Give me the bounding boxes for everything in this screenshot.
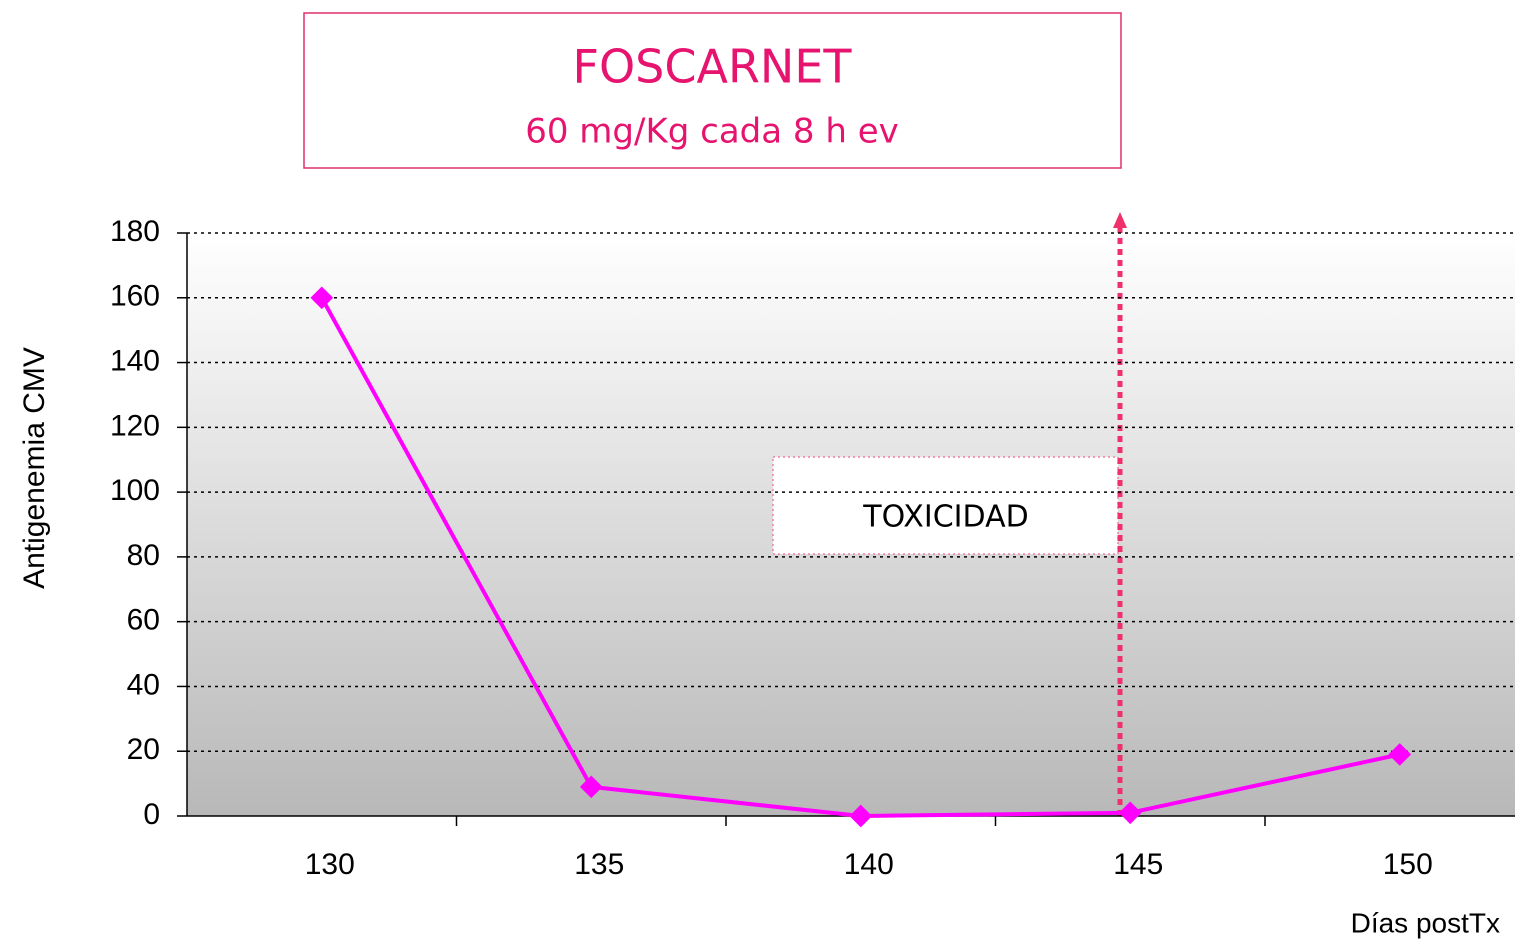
x-tick-label: 145	[1113, 848, 1163, 881]
x-tick-label: 150	[1383, 848, 1433, 881]
annotation-box	[772, 456, 1119, 555]
data-point	[310, 286, 334, 310]
y-tick-label: 140	[110, 344, 160, 377]
data-point	[579, 775, 603, 799]
x-tick-label: 135	[574, 848, 624, 881]
chart-title: FOSCARNET	[573, 40, 853, 94]
data-point	[849, 804, 873, 828]
y-tick-label: 180	[110, 215, 160, 248]
y-tick-label: 120	[110, 409, 160, 442]
x-tick-label: 130	[305, 848, 355, 881]
y-tick-label: 40	[127, 668, 160, 701]
y-tick-label: 20	[127, 733, 160, 766]
y-tick-label: 0	[143, 798, 160, 831]
y-tick-label: 80	[127, 539, 160, 572]
title-box	[303, 12, 1122, 169]
y-tick-label: 160	[110, 280, 160, 313]
x-axis-label: Días postTx	[1351, 907, 1500, 938]
annotation: TOXICIDAD	[862, 500, 1028, 535]
data-point	[1388, 743, 1412, 766]
x-tick-label: 140	[844, 848, 894, 881]
y-tick-label: 60	[127, 604, 160, 637]
arrow-head	[1113, 212, 1127, 228]
y-axis-label: Antigenemia CMV	[18, 347, 51, 589]
chart-subtitle: 60 mg/Kg cada 8 h ev	[525, 112, 899, 152]
y-tick-label: 100	[110, 474, 160, 507]
data-point	[1118, 801, 1142, 825]
